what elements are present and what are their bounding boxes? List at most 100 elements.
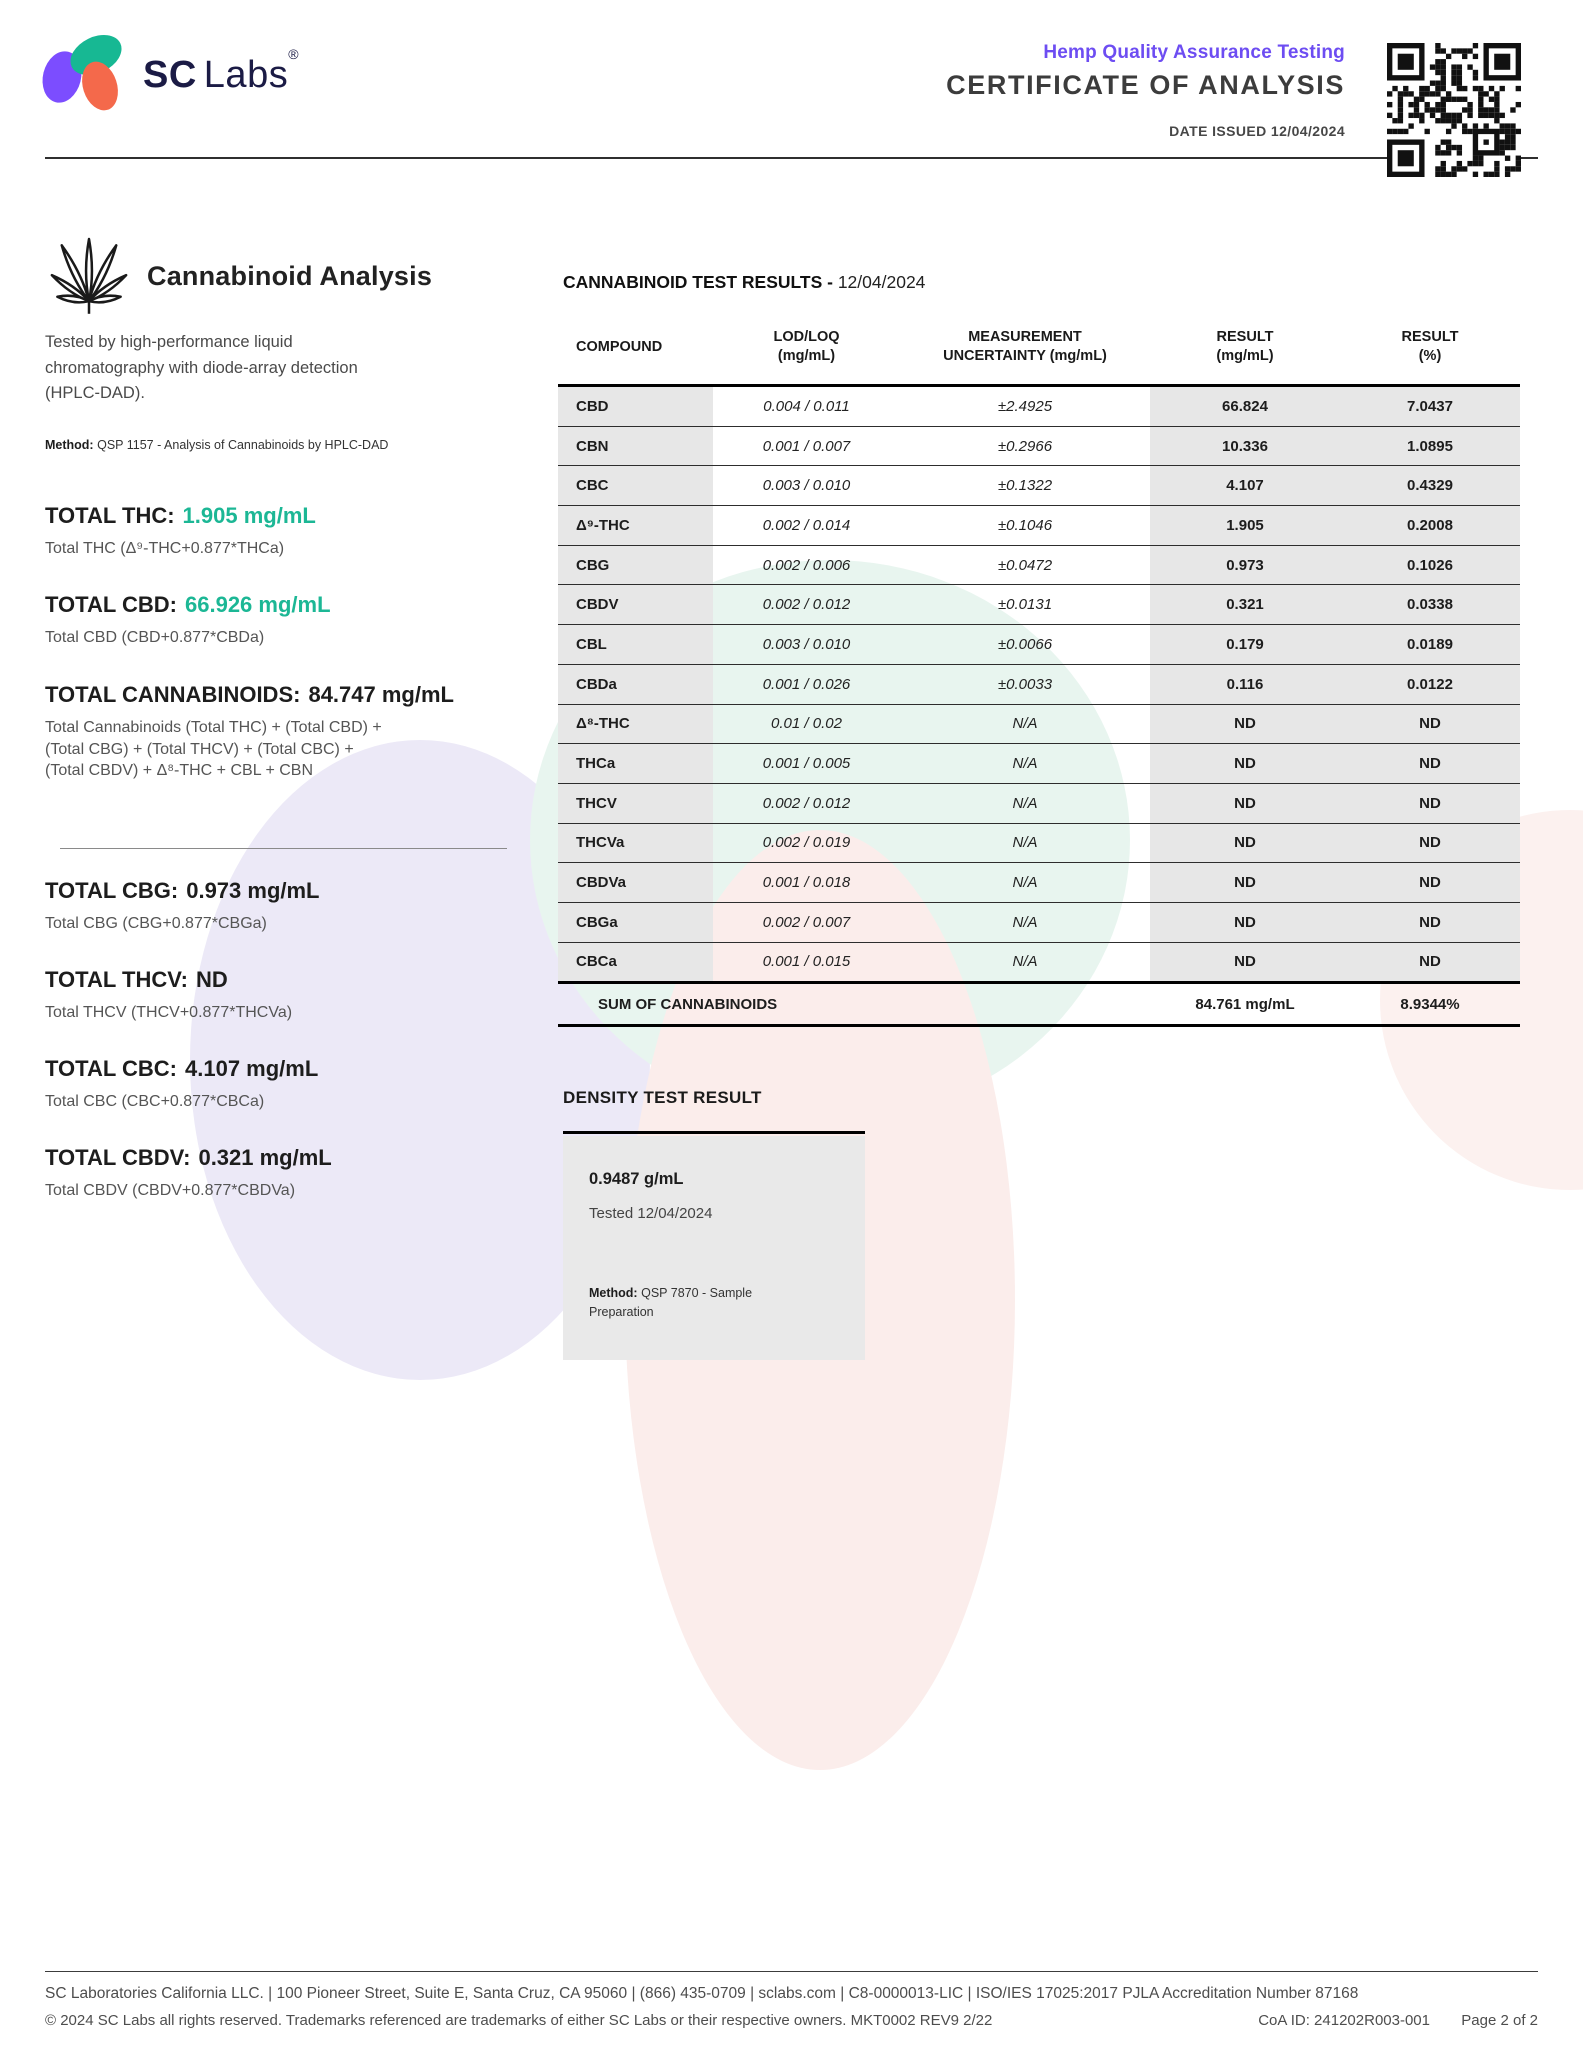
- cell-result-pct: ND: [1340, 823, 1520, 863]
- table-row: CBDa 0.001 / 0.026 ±0.0033 0.116 0.0122: [558, 664, 1520, 705]
- cell-lod-loq: 0.004 / 0.011: [763, 397, 850, 415]
- results-title: CANNABINOID TEST RESULTS - 12/04/2024: [563, 272, 925, 293]
- cell-uncertainty: ±0.0066: [997, 635, 1053, 653]
- table-row: THCVa 0.002 / 0.019 N/A ND ND: [558, 823, 1520, 864]
- total-cbdv: TOTAL CBDV: 0.321 mg/mL Total CBDV (CBDV+…: [45, 1145, 405, 1202]
- cell-lod-loq: 0.001 / 0.015: [762, 953, 851, 971]
- hemp-leaf-icon: [50, 237, 128, 314]
- cell-result-mg: ND: [1150, 823, 1340, 863]
- cell-result-mg: 1.905: [1150, 506, 1340, 545]
- cell-compound: CBDVa: [558, 863, 713, 902]
- cell-compound: Δ⁹-THC: [558, 506, 713, 545]
- cell-uncertainty: N/A: [1012, 874, 1038, 892]
- cell-uncertainty: ±0.0033: [997, 675, 1053, 693]
- cell-uncertainty: ±2.4925: [997, 397, 1053, 415]
- cell-compound: THCVa: [558, 823, 713, 863]
- cell-compound: CBL: [558, 625, 713, 664]
- cell-compound: CBD: [558, 387, 713, 426]
- cell-result-pct: 0.4329: [1340, 466, 1520, 506]
- total-formula: Total CBDV (CBDV+0.877*CBDVa): [45, 1182, 296, 1199]
- cell-result-mg: 0.321: [1150, 585, 1340, 625]
- cell-result-pct: ND: [1340, 863, 1520, 902]
- table-row: CBD 0.004 / 0.011 ±2.4925 66.824 7.0437: [558, 387, 1520, 427]
- cell-lod-loq: 0.001 / 0.018: [762, 874, 851, 892]
- total-cbc: TOTAL CBC: 4.107 mg/mL Total CBC (CBC+0.8…: [45, 1056, 405, 1113]
- sum-of-cannabinoids-row: SUM OF CANNABINOIDS 84.761 mg/mL 8.9344%: [558, 984, 1520, 1028]
- cell-uncertainty: N/A: [1012, 715, 1038, 733]
- cell-result-pct: 7.0437: [1340, 387, 1520, 426]
- results-date: 12/04/2024: [837, 272, 926, 292]
- results-title-text: CANNABINOID TEST RESULTS -: [563, 272, 833, 292]
- cell-compound: THCa: [558, 744, 713, 783]
- total-formula: Total CBC (CBC+0.877*CBCa): [45, 1093, 265, 1110]
- cell-uncertainty: ±0.1322: [997, 477, 1053, 495]
- cell-lod-loq: 0.001 / 0.026: [762, 675, 851, 693]
- total-value: 66.926 mg/mL: [185, 592, 331, 617]
- cell-result-mg: ND: [1150, 704, 1340, 744]
- cell-result-pct: ND: [1340, 704, 1520, 744]
- cell-lod-loq: 0.002 / 0.019: [762, 834, 851, 852]
- table-row: THCa 0.001 / 0.005 N/A ND ND: [558, 744, 1520, 784]
- header-divider: [45, 157, 1538, 159]
- cell-lod-loq: 0.001 / 0.007: [762, 437, 851, 455]
- table-row: CBL 0.003 / 0.010 ±0.0066 0.179 0.0189: [558, 625, 1520, 665]
- sum-result-mg: 84.761 mg/mL: [1195, 995, 1295, 1013]
- date-issued: DATE ISSUED 12/04/2024: [1169, 123, 1345, 139]
- total-cannabinoids: TOTAL CANNABINOIDS: 84.747 mg/mL Total Ca…: [45, 682, 454, 782]
- cannabinoid-analysis-header: Cannabinoid Analysis: [45, 234, 432, 318]
- cell-compound: CBG: [558, 545, 713, 585]
- cell-uncertainty: ±0.1046: [997, 516, 1053, 534]
- header-right: Hemp Quality Assurance Testing CERTIFICA…: [946, 42, 1345, 139]
- cell-compound: CBGa: [558, 902, 713, 942]
- cell-compound: CBDa: [558, 664, 713, 704]
- footer-coa-id: CoA ID: 241202R003-001: [1258, 2012, 1430, 2029]
- cell-result-mg: ND: [1150, 863, 1340, 902]
- cell-compound: CBCa: [558, 942, 713, 982]
- left-column-divider: [60, 848, 507, 849]
- table-row: CBDV 0.002 / 0.012 ±0.0131 0.321 0.0338: [558, 585, 1520, 626]
- total-label: TOTAL CBC:: [45, 1056, 177, 1081]
- total-label: TOTAL THC:: [45, 503, 175, 528]
- total-cbg: TOTAL CBG: 0.973 mg/mL Total CBG (CBG+0.8…: [45, 878, 405, 935]
- program-title: Hemp Quality Assurance Testing: [1043, 42, 1345, 63]
- cell-result-mg: ND: [1150, 942, 1340, 982]
- total-value: ND: [196, 967, 228, 992]
- table-row: CBC 0.003 / 0.010 ±0.1322 4.107 0.4329: [558, 466, 1520, 507]
- cell-result-pct: 1.0895: [1340, 426, 1520, 466]
- cell-compound: CBC: [558, 466, 713, 506]
- cell-lod-loq: 0.002 / 0.006: [762, 556, 851, 574]
- method-value: QSP 7870 - Sample Preparation: [589, 1286, 753, 1319]
- total-thc: TOTAL THC: 1.905 mg/mL Total THC (Δ⁹-THC+…: [45, 503, 405, 560]
- cell-uncertainty: ±0.2966: [997, 437, 1053, 455]
- density-title: DENSITY TEST RESULT: [563, 1088, 762, 1107]
- analysis-description: Tested by high-performance liquid chroma…: [45, 333, 358, 403]
- method-value: QSP 1157 - Analysis of Cannabinoids by H…: [97, 438, 389, 452]
- cell-compound: THCV: [558, 783, 713, 823]
- total-formula: Total THCV (THCV+0.877*THCVa): [45, 1004, 293, 1021]
- cell-result-pct: ND: [1340, 902, 1520, 942]
- cell-lod-loq: 0.002 / 0.012: [762, 596, 851, 614]
- total-label: TOTAL CBG:: [45, 878, 179, 903]
- total-formula: Total CBD (CBD+0.877*CBDa): [45, 629, 265, 646]
- section-title: Cannabinoid Analysis: [147, 260, 433, 291]
- total-formula: Total THC (Δ⁹-THC+0.877*THCa): [45, 540, 285, 557]
- cell-uncertainty: N/A: [1012, 755, 1038, 773]
- cell-result-mg: 66.824: [1150, 387, 1340, 426]
- cell-result-pct: 0.2008: [1340, 506, 1520, 545]
- total-value: 4.107 mg/mL: [185, 1056, 319, 1081]
- cell-compound: Δ⁸-THC: [558, 704, 713, 744]
- cell-compound: CBN: [558, 426, 713, 466]
- col-header-uncertainty: MEASUREMENT UNCERTAINTY (mg/mL): [943, 329, 1107, 364]
- total-label: TOTAL CBDV:: [45, 1145, 191, 1170]
- col-header-lod-loq: LOD/LOQ (mg/mL): [773, 329, 840, 364]
- cell-result-pct: 0.0189: [1340, 625, 1520, 664]
- cannabinoid-results-table: COMPOUND LOD/LOQ (mg/mL) MEASUREMENT UNCER…: [558, 310, 1520, 1028]
- cell-uncertainty: N/A: [1012, 794, 1038, 812]
- col-header-result-pct: RESULT (%): [1401, 329, 1459, 364]
- cell-lod-loq: 0.003 / 0.010: [762, 477, 851, 495]
- cell-lod-loq: 0.01 / 0.02: [771, 715, 842, 733]
- cell-uncertainty: N/A: [1012, 834, 1038, 852]
- cell-result-mg: ND: [1150, 902, 1340, 942]
- total-thcv: TOTAL THCV: ND Total THCV (THCV+0.877*THC…: [45, 967, 405, 1024]
- table-row: CBN 0.001 / 0.007 ±0.2966 10.336 1.0895: [558, 426, 1520, 467]
